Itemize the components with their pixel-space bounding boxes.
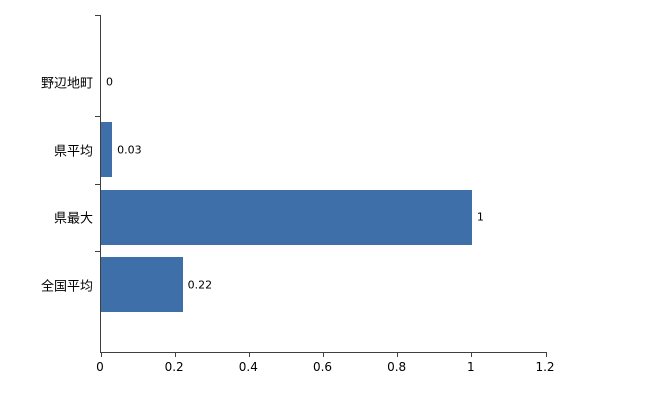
y-tick-mark [95,250,100,252]
x-tick-mark [545,352,547,357]
bar [101,122,113,178]
x-tick-mark [100,352,102,357]
y-tick-mark [95,183,100,185]
bar-value-label: 0 [106,75,113,89]
x-tick-label: 0 [96,360,104,374]
x-tick-mark [397,352,399,357]
bar [101,189,472,245]
y-tick-mark [95,116,100,118]
category-label: 県平均 [53,144,93,160]
bar-value-label: 1 [476,210,484,224]
x-tick-mark [248,352,250,357]
x-tick-mark [174,352,176,357]
plot-area: 0 0.03 1 0.22 [95,15,547,357]
x-tick-label: 0.2 [164,360,184,374]
category-label: 野辺地町 [40,76,93,92]
bar-value-label: 0.03 [117,143,142,157]
x-tick-label: 1.2 [535,360,555,374]
bar [101,257,183,313]
x-tick-label: 0.8 [387,360,407,374]
x-tick-label: 0.4 [238,360,258,374]
category-label: 全国平均 [40,279,93,295]
category-label: 県最大 [53,211,93,227]
x-tick-mark [471,352,473,357]
x-tick-label: 0.6 [312,360,333,374]
x-tick-label: 1 [467,360,475,374]
y-tick-mark [95,15,100,16]
x-tick-mark [323,352,324,357]
bar-value-label: 0.22 [187,278,213,292]
